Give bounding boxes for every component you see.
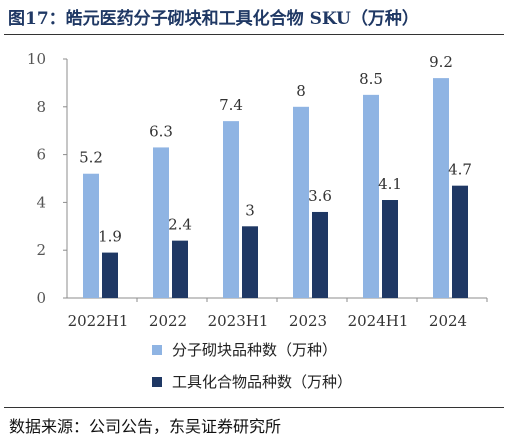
legend-swatch [152, 377, 162, 387]
data-label: 1.9 [98, 228, 122, 246]
x-tick-label: 2022 [149, 312, 187, 330]
axis-layer: 0 2 4 6 8 10 2022H1 2022 2023H1 2023 2024H1 2024 [27, 50, 488, 330]
bar-building-blocks-2024 [433, 78, 449, 299]
title-divider [4, 34, 504, 35]
bar-tool-compounds-2022 [172, 240, 188, 298]
x-tick-label: 2022H1 [68, 312, 129, 330]
bar-building-blocks-2023h1 [223, 121, 239, 298]
y-tick-label: 8 [36, 98, 46, 116]
data-label: 4.1 [378, 175, 402, 193]
bar-tool-compounds-2023 [312, 211, 328, 298]
bar-tool-compounds-2023h1 [242, 226, 258, 298]
x-tick-label: 2024 [429, 312, 467, 330]
bar-building-blocks-2024h1 [363, 94, 379, 298]
legend: 分子砌块品种数（万种） 工具化合物品种数（万种） [152, 341, 352, 391]
x-tick-label: 2023 [289, 312, 327, 330]
data-label: 6.3 [149, 122, 173, 140]
bar-tool-compounds-2022h1 [102, 252, 118, 298]
chart-title: 图17：皓元医药分子砌块和工具化合物 SKU（万种） [8, 9, 419, 29]
bar-building-blocks-2023 [293, 106, 309, 298]
data-label: 2.4 [168, 216, 192, 234]
data-label: 8.5 [359, 70, 383, 88]
source-divider [4, 407, 504, 408]
data-label: 3.6 [308, 187, 332, 205]
y-tick-label: 6 [36, 146, 46, 164]
y-tick-label: 2 [36, 241, 46, 259]
legend-label: 分子砌块品种数（万种） [172, 341, 337, 359]
legend-swatch [152, 345, 162, 355]
bar-layer [83, 78, 468, 299]
legend-label: 工具化合物品种数（万种） [172, 373, 352, 391]
data-label: 8 [296, 82, 306, 100]
bar-tool-compounds-2024h1 [382, 200, 398, 298]
data-label: 5.2 [79, 149, 103, 167]
y-tick-label: 0 [36, 289, 46, 307]
data-label: 3 [245, 201, 255, 219]
data-label: 9.2 [429, 53, 453, 71]
y-tick-label: 10 [27, 50, 46, 68]
data-label-layer: 5.2 6.3 7.4 8 8.5 9.2 1.9 2.4 3 3.6 4.1 4.7 [79, 53, 472, 245]
x-tick-label: 2024H1 [348, 312, 409, 330]
x-tick-label: 2023H1 [208, 312, 269, 330]
bar-tool-compounds-2024 [452, 185, 468, 298]
data-label: 7.4 [219, 96, 243, 114]
bar-building-blocks-2022 [153, 147, 169, 298]
bar-building-blocks-2022h1 [83, 173, 99, 298]
y-tick-label: 4 [36, 193, 46, 211]
source-note: 数据来源：公司公告，东吴证券研究所 [9, 417, 282, 436]
bar-chart: 0 2 4 6 8 10 2022H1 2022 2023H1 2023 2024H1 2024 5.… [27, 50, 488, 391]
data-label: 4.7 [448, 161, 472, 179]
